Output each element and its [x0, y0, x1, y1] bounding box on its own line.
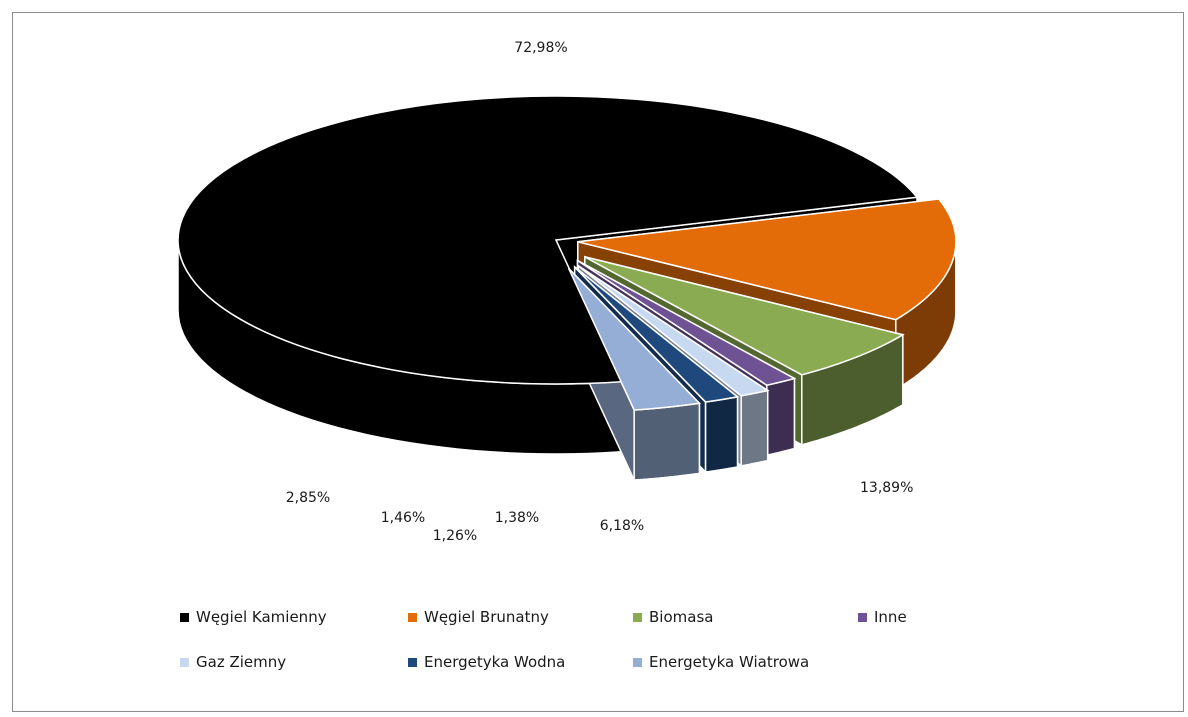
slice-inne — [577, 259, 797, 387]
data-label-węgiel-kamienny: 72,98% — [514, 40, 567, 56]
data-label-biomasa: 6,18% — [600, 518, 644, 534]
pie-tops — [177, 95, 957, 411]
slice-węgiel-kamienny — [177, 95, 919, 385]
data-label-inne: 1,38% — [495, 510, 539, 526]
slice-energetyka-wiatrowa — [567, 267, 701, 411]
data-label-gaz-ziemny: 1,26% — [433, 528, 477, 544]
data-label-węgiel-brunatny: 13,89% — [860, 480, 913, 496]
slice-biomasa — [584, 256, 905, 376]
slice-węgiel-brunatny — [577, 198, 957, 321]
data-label-energetyka-wodna: 1,46% — [381, 510, 425, 526]
slice-energetyka-wodna — [574, 266, 740, 403]
slice-gaz-ziemny — [577, 265, 770, 397]
data-label-energetyka-wiatrowa: 2,85% — [286, 490, 330, 506]
chart-frame — [12, 12, 1184, 712]
